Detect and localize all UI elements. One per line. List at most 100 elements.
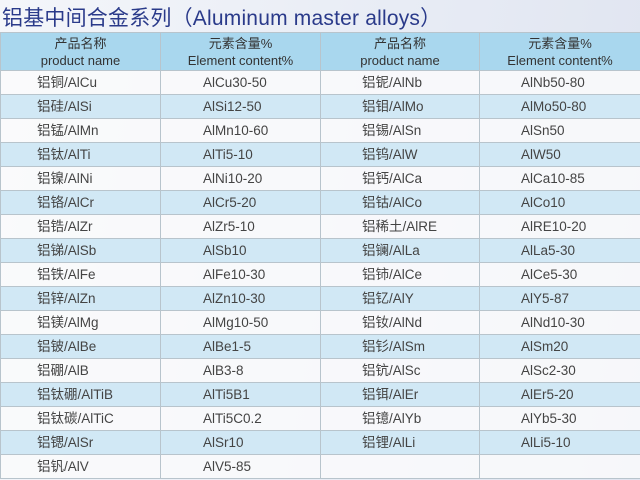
product-name-cell: 铝钼/AlMo [320, 94, 480, 119]
product-name-cell: 铝钐/AlSm [320, 334, 480, 359]
header-cn: 元素含量% [208, 35, 273, 51]
table-row: 铝锶/AlSr AlSr10 铝锂/AlLi AlLi5-10 [0, 430, 640, 455]
product-name-cell: 铝钒/AlV [0, 454, 161, 479]
table-row: 铝锰/AlMn AlMn10-60 铝锡/AlSn AlSn50 [0, 118, 640, 143]
product-name-cell: 铝镍/AlNi [0, 166, 161, 191]
element-content-cell: AlRE10-20 [479, 214, 640, 239]
product-name-cell: 铝锑/AlSb [0, 238, 161, 263]
element-content-cell: AlNd10-30 [479, 310, 640, 335]
product-name-cell: 铝铬/AlCr [0, 190, 161, 215]
product-name-cell: 铝钛/AlTi [0, 142, 161, 167]
element-content-cell: AlMg10-50 [160, 310, 321, 335]
table-row: 铝铬/AlCr AlCr5-20 铝钴/AlCo AlCo10 [0, 190, 640, 215]
product-name-cell: 铝稀土/AlRE [320, 214, 480, 239]
product-name-cell: 铝钴/AlCo [320, 190, 480, 215]
element-content-cell: AlZr5-10 [160, 214, 321, 239]
element-content-cell: AlNb50-80 [479, 70, 640, 95]
element-content-cell: AlB3-8 [160, 358, 321, 383]
table-row: 铝钛硼/AlTiB AlTi5B1 铝铒/AlEr AlEr5-20 [0, 382, 640, 407]
product-name-cell: 铝钛碳/AlTiC [0, 406, 161, 431]
header-product-name: 产品名称 product name [320, 32, 480, 71]
element-content-cell: AlFe10-30 [160, 262, 321, 287]
product-name-cell: 铝镧/AlLa [320, 238, 480, 263]
table-header-row: 产品名称 product name 元素含量% Element content% 产… [0, 32, 640, 71]
element-content-cell: AlSm20 [479, 334, 640, 359]
product-name-cell: 铝铁/AlFe [0, 262, 161, 287]
table-row: 铝钛/AlTi AlTi5-10 铝钨/AlW AlW50 [0, 142, 640, 167]
table-row: 铝镁/AlMg AlMg10-50 铝钕/AlNd AlNd10-30 [0, 310, 640, 335]
product-name-cell: 铝镁/AlMg [0, 310, 161, 335]
table-row: 铝锑/AlSb AlSb10 铝镧/AlLa AlLa5-30 [0, 238, 640, 263]
product-name-cell: 铝硼/AlB [0, 358, 161, 383]
element-content-cell [479, 454, 640, 479]
element-content-cell: AlCu30-50 [160, 70, 321, 95]
header-en: product name [360, 52, 440, 68]
product-name-cell: 铝铌/AlNb [320, 70, 480, 95]
element-content-cell: AlV5-85 [160, 454, 321, 479]
element-content-cell: AlSi12-50 [160, 94, 321, 119]
element-content-cell: AlSb10 [160, 238, 321, 263]
element-content-cell: AlTi5C0.2 [160, 406, 321, 431]
header-element-content: 元素含量% Element content% [479, 32, 640, 71]
element-content-cell: AlLa5-30 [479, 238, 640, 263]
product-name-cell: 铝锂/AlLi [320, 430, 480, 455]
product-name-cell: 铝钙/AlCa [320, 166, 480, 191]
table-row: 铝铜/AlCu AlCu30-50 铝铌/AlNb AlNb50-80 [0, 70, 640, 95]
table-row: 铝锆/AlZr AlZr5-10 铝稀土/AlRE AlRE10-20 [0, 214, 640, 239]
header-en: Element content% [187, 52, 294, 68]
element-content-cell: AlY5-87 [479, 286, 640, 311]
element-content-cell: AlMo50-80 [479, 94, 640, 119]
element-content-cell: AlCe5-30 [479, 262, 640, 287]
product-name-cell: 铝锰/AlMn [0, 118, 161, 143]
product-name-cell: 铝钨/AlW [320, 142, 480, 167]
header-product-name: 产品名称 product name [0, 32, 161, 71]
element-content-cell: AlW50 [479, 142, 640, 167]
table-row: 铝铍/AlBe AlBe1-5 铝钐/AlSm AlSm20 [0, 334, 640, 359]
page-title: 铝基中间合金系列（Aluminum master alloys） [2, 7, 442, 30]
product-name-cell: 铝镱/AlYb [320, 406, 480, 431]
table-row: 铝镍/AlNi AlNi10-20 铝钙/AlCa AlCa10-85 [0, 166, 640, 191]
element-content-cell: AlNi10-20 [160, 166, 321, 191]
product-name-cell: 铝锡/AlSn [320, 118, 480, 143]
product-name-cell: 铝铒/AlEr [320, 382, 480, 407]
product-name-cell [320, 454, 480, 479]
header-en: Element content% [507, 52, 613, 68]
element-content-cell: AlSn50 [479, 118, 640, 143]
product-name-cell: 铝锶/AlSr [0, 430, 161, 455]
table-row: 铝锌/AlZn AlZn10-30 铝钇/AlY AlY5-87 [0, 286, 640, 311]
element-content-cell: AlCa10-85 [479, 166, 640, 191]
header-cn: 产品名称 [373, 35, 426, 51]
element-content-cell: AlZn10-30 [160, 286, 321, 311]
table-row: 铝硼/AlB AlB3-8 铝钪/AlSc AlSc2-30 [0, 358, 640, 383]
product-name-cell: 铝钪/AlSc [320, 358, 480, 383]
header-cn: 产品名称 [54, 35, 107, 51]
table-row: 铝硅/AlSi AlSi12-50 铝钼/AlMo AlMo50-80 [0, 94, 640, 119]
element-content-cell: AlEr5-20 [479, 382, 640, 407]
table-row: 铝钛碳/AlTiC AlTi5C0.2 铝镱/AlYb AlYb5-30 [0, 406, 640, 431]
element-content-cell: AlBe1-5 [160, 334, 321, 359]
product-name-cell: 铝铜/AlCu [0, 70, 161, 95]
element-content-cell: AlCr5-20 [160, 190, 321, 215]
element-content-cell: AlMn10-60 [160, 118, 321, 143]
product-name-cell: 铝钛硼/AlTiB [0, 382, 161, 407]
header-en: product name [40, 52, 121, 68]
header-element-content: 元素含量% Element content% [160, 32, 321, 71]
header-cn: 元素含量% [528, 35, 592, 51]
product-name-cell: 铝锌/AlZn [0, 286, 161, 311]
table-row: 铝钒/AlV AlV5-85 [0, 454, 640, 479]
product-name-cell: 铝硅/AlSi [0, 94, 161, 119]
product-name-cell: 铝铈/AlCe [320, 262, 480, 287]
element-content-cell: AlSc2-30 [479, 358, 640, 383]
product-name-cell: 铝钇/AlY [320, 286, 480, 311]
element-content-cell: AlCo10 [479, 190, 640, 215]
element-content-cell: AlLi5-10 [479, 430, 640, 455]
element-content-cell: AlTi5B1 [160, 382, 321, 407]
product-name-cell: 铝铍/AlBe [0, 334, 161, 359]
element-content-cell: AlTi5-10 [160, 142, 321, 167]
table-row: 铝铁/AlFe AlFe10-30 铝铈/AlCe AlCe5-30 [0, 262, 640, 287]
alloy-table: 产品名称 product name 元素含量% Element content% 产… [0, 32, 640, 479]
element-content-cell: AlSr10 [160, 430, 321, 455]
product-name-cell: 铝钕/AlNd [320, 310, 480, 335]
product-name-cell: 铝锆/AlZr [0, 214, 161, 239]
element-content-cell: AlYb5-30 [479, 406, 640, 431]
